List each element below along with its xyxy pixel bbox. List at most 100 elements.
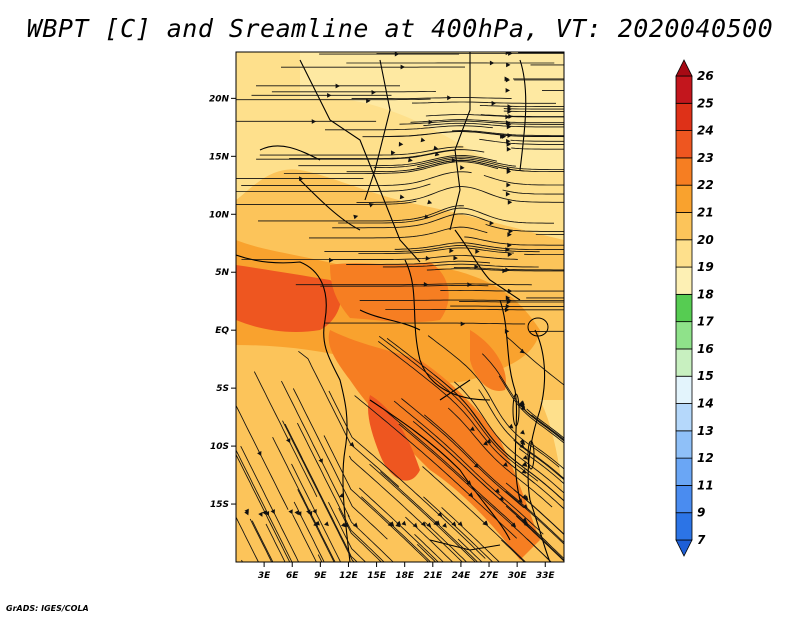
streamline (328, 390, 486, 559)
streamline-arrow (507, 288, 513, 294)
streamline (258, 205, 464, 222)
streamline-arrow (521, 469, 527, 474)
streamline-arrow (286, 438, 291, 444)
streamline (383, 408, 516, 527)
wbpt-region-south-pale (540, 400, 564, 500)
streamline-arrow (353, 522, 358, 528)
wbpt-region-congo-core2 (330, 262, 449, 323)
streamline-arrow (299, 176, 304, 182)
streamline-arrow (311, 119, 317, 124)
streamline (272, 437, 336, 562)
streamline (518, 448, 564, 485)
streamline-arrow (505, 114, 510, 120)
streamline-arrow (270, 509, 275, 515)
colorbar-segment (675, 348, 693, 377)
streamline (359, 487, 439, 562)
wbpt-region-east (470, 330, 506, 391)
streamline (332, 213, 490, 229)
streamline (297, 422, 385, 562)
streamline-arrow (489, 60, 495, 66)
streamline-arrow (505, 52, 511, 56)
streamline-arrow (473, 463, 479, 468)
y-tick-label: 20N (209, 94, 230, 104)
streamline-arrow (506, 167, 512, 172)
x-tick-label: 33E (536, 571, 556, 581)
x-axis: 3E 6E 9E 12E 15E 18E 21E 24E 27E 30E 33E (258, 562, 556, 581)
streamline (281, 380, 350, 518)
streamline-arrow (502, 268, 507, 274)
streamline (309, 226, 488, 239)
wbpt-region-south-west (236, 380, 350, 562)
streamlines (194, 52, 564, 562)
streamline (338, 507, 382, 562)
streamline (510, 139, 564, 142)
streamline (292, 388, 388, 540)
streamline (378, 335, 539, 482)
streamline (410, 119, 564, 124)
streamline (241, 171, 472, 187)
colorbar-label: 18 (697, 287, 714, 301)
streamline-arrow (466, 480, 472, 486)
colorbar-segment (675, 293, 693, 323)
streamline (256, 149, 456, 160)
streamline (427, 335, 560, 468)
streamline-arrow (194, 511, 198, 516)
colorbar-label: 7 (697, 533, 706, 547)
colorbar-label: 9 (697, 506, 705, 520)
streamline-arrow (395, 522, 401, 528)
streamline (511, 147, 564, 150)
colorbar-low-triangle (675, 539, 693, 557)
x-tick-label: 3E (258, 571, 271, 581)
streamline-arrow (505, 304, 511, 309)
x-tick-label: 27E (480, 571, 500, 581)
streamline (380, 471, 479, 562)
x-tick-label: 9E (314, 571, 327, 581)
y-axis: 20N 15N 10N 5N EQ 5S 10S 15S (209, 94, 236, 510)
streamline (265, 523, 286, 562)
streamline-arrow (483, 440, 488, 446)
streamline (526, 538, 552, 562)
streamline-arrow (258, 511, 263, 517)
colorbar-label: 26 (697, 69, 714, 83)
streamline (382, 263, 539, 268)
streamline-arrow (264, 511, 270, 516)
streamline (399, 120, 564, 125)
streamline-arrow (506, 142, 511, 147)
streamline-arrow (408, 157, 413, 163)
streamline (324, 245, 540, 253)
colorbar-segment (675, 266, 693, 295)
streamline-arrow (327, 93, 332, 98)
streamline-arrow (424, 214, 430, 219)
streamline (479, 104, 564, 108)
y-tick-label: 5S (216, 384, 229, 394)
colorbar-segment (675, 457, 693, 486)
streamline (284, 423, 358, 562)
streamline-arrow (519, 348, 525, 354)
streamline-arrow (467, 282, 472, 287)
streamline-arrow (519, 438, 525, 444)
streamline-arrow (343, 522, 349, 528)
streamline-arrow (506, 122, 512, 127)
streamline (503, 108, 564, 110)
colorbar-segment (675, 430, 693, 459)
streamline (236, 200, 417, 205)
streamline-arrow (426, 522, 432, 528)
streamline-arrow (335, 83, 340, 89)
colorbar-label: 11 (697, 478, 714, 492)
streamline-arrow (451, 521, 457, 527)
streamline-arrow (230, 509, 234, 514)
colorbar-label: 22 (697, 178, 714, 192)
streamline (328, 502, 367, 562)
streamline (501, 539, 526, 562)
streamline (320, 284, 489, 287)
x-tick-label: 6E (286, 571, 299, 581)
x-tick-label: 18E (395, 571, 415, 581)
streamline (452, 130, 564, 136)
streamline (447, 407, 553, 508)
streamline-arrow (401, 520, 407, 526)
streamline-arrow (507, 104, 512, 109)
x-tick-label: 15E (367, 571, 387, 581)
streamline (416, 543, 437, 562)
colorbar-label: 13 (697, 424, 714, 438)
